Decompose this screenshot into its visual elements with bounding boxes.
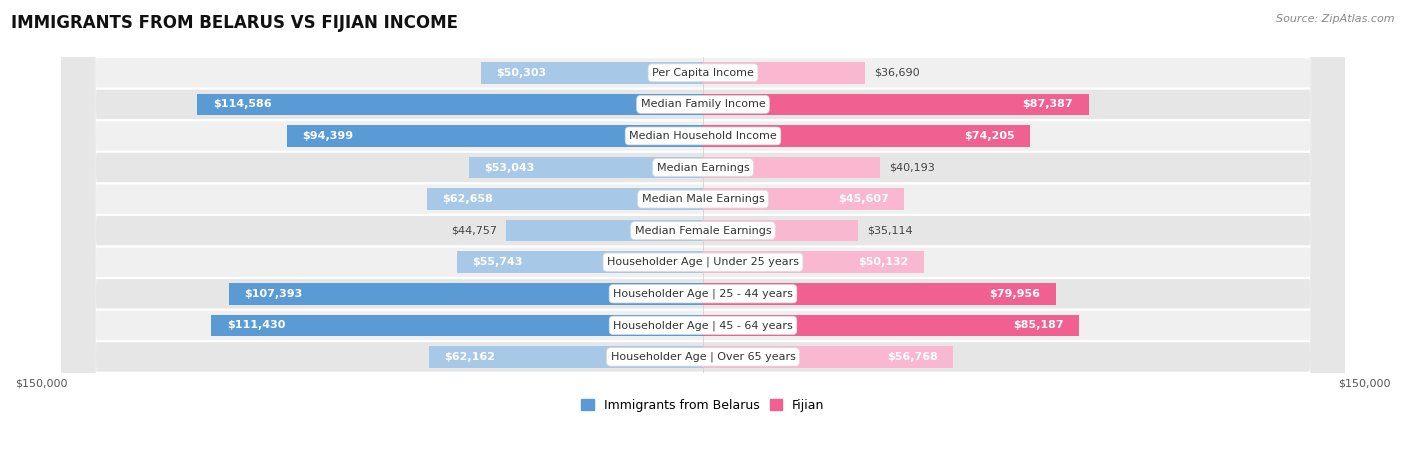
Text: Median Male Earnings: Median Male Earnings — [641, 194, 765, 204]
FancyBboxPatch shape — [60, 0, 1346, 467]
Text: Per Capita Income: Per Capita Income — [652, 68, 754, 78]
FancyBboxPatch shape — [60, 0, 1346, 467]
Bar — [470, 157, 703, 178]
Text: Source: ZipAtlas.com: Source: ZipAtlas.com — [1277, 14, 1395, 24]
Text: Householder Age | Over 65 years: Householder Age | Over 65 years — [610, 352, 796, 362]
Text: Householder Age | 25 - 44 years: Householder Age | 25 - 44 years — [613, 289, 793, 299]
Text: IMMIGRANTS FROM BELARUS VS FIJIAN INCOME: IMMIGRANTS FROM BELARUS VS FIJIAN INCOME — [11, 14, 458, 32]
Text: $62,162: $62,162 — [444, 352, 495, 362]
FancyBboxPatch shape — [60, 0, 1346, 467]
Text: $107,393: $107,393 — [245, 289, 302, 299]
Bar — [211, 315, 703, 336]
Text: Median Household Income: Median Household Income — [628, 131, 778, 141]
Legend: Immigrants from Belarus, Fijian: Immigrants from Belarus, Fijian — [576, 394, 830, 417]
Text: $53,043: $53,043 — [485, 163, 534, 172]
FancyBboxPatch shape — [60, 0, 1346, 467]
FancyBboxPatch shape — [60, 0, 1346, 467]
Bar — [703, 62, 865, 84]
Text: $74,205: $74,205 — [965, 131, 1015, 141]
Bar — [426, 188, 703, 210]
Bar — [703, 252, 924, 273]
Bar — [287, 125, 703, 147]
Text: Householder Age | Under 25 years: Householder Age | Under 25 years — [607, 257, 799, 268]
Bar — [703, 125, 1031, 147]
Bar — [703, 315, 1078, 336]
FancyBboxPatch shape — [60, 0, 1346, 467]
Bar — [481, 62, 703, 84]
Bar — [703, 94, 1088, 115]
Text: $94,399: $94,399 — [302, 131, 353, 141]
Bar — [197, 94, 703, 115]
Text: $50,303: $50,303 — [496, 68, 547, 78]
Text: $45,607: $45,607 — [838, 194, 889, 204]
Bar — [703, 283, 1056, 304]
Bar — [703, 220, 858, 241]
Text: $40,193: $40,193 — [889, 163, 935, 172]
Bar — [506, 220, 703, 241]
Text: $56,768: $56,768 — [887, 352, 938, 362]
Text: $62,658: $62,658 — [441, 194, 494, 204]
Text: Householder Age | 45 - 64 years: Householder Age | 45 - 64 years — [613, 320, 793, 331]
Text: $85,187: $85,187 — [1012, 320, 1063, 330]
Text: Median Family Income: Median Family Income — [641, 99, 765, 109]
FancyBboxPatch shape — [60, 0, 1346, 467]
Text: Median Female Earnings: Median Female Earnings — [634, 226, 772, 236]
Text: $50,132: $50,132 — [858, 257, 908, 267]
Text: $36,690: $36,690 — [873, 68, 920, 78]
Bar — [703, 346, 953, 368]
Text: Median Earnings: Median Earnings — [657, 163, 749, 172]
Text: $79,956: $79,956 — [990, 289, 1040, 299]
FancyBboxPatch shape — [60, 0, 1346, 467]
Text: $44,757: $44,757 — [451, 226, 496, 236]
Bar — [457, 252, 703, 273]
Text: $35,114: $35,114 — [866, 226, 912, 236]
FancyBboxPatch shape — [60, 0, 1346, 467]
Text: $55,743: $55,743 — [472, 257, 523, 267]
Bar — [429, 346, 703, 368]
Text: $114,586: $114,586 — [212, 99, 271, 109]
Bar — [229, 283, 703, 304]
Text: $87,387: $87,387 — [1022, 99, 1073, 109]
Text: $111,430: $111,430 — [226, 320, 285, 330]
Bar — [703, 157, 880, 178]
FancyBboxPatch shape — [60, 0, 1346, 467]
Bar — [703, 188, 904, 210]
